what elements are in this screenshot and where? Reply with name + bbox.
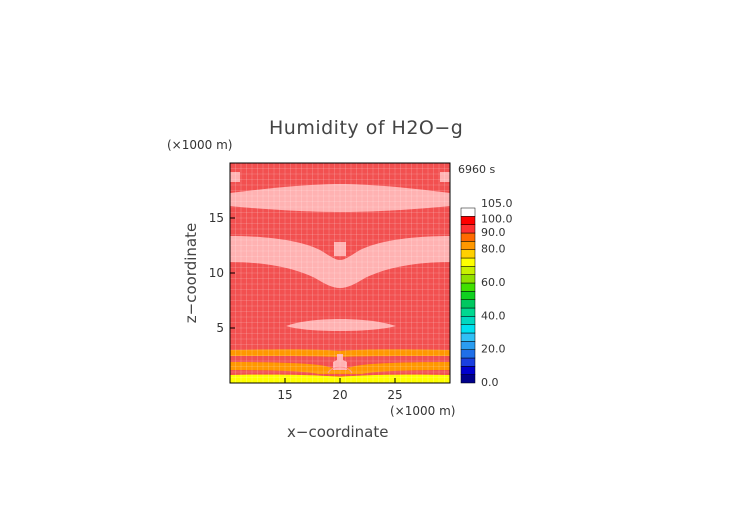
surface-plume bbox=[333, 354, 347, 370]
x-unit-label: (×1000 m) bbox=[390, 404, 455, 418]
colorbar-label: 80.0 bbox=[481, 243, 506, 256]
central-column bbox=[334, 242, 346, 256]
surface-plume-halo bbox=[327, 366, 353, 374]
colorbar-swatch bbox=[460, 357, 476, 367]
colorbar-label: 100.0 bbox=[481, 212, 513, 225]
inner-red-layer bbox=[230, 370, 450, 376]
y-tick-label: 10 bbox=[209, 266, 224, 280]
colorbar-label: 60.0 bbox=[481, 276, 506, 289]
y-axis-ticks: 5 10 15 bbox=[209, 211, 235, 335]
colorbar-swatch bbox=[460, 366, 476, 375]
colorbar-swatch bbox=[460, 374, 476, 384]
colorbar-swatch bbox=[460, 216, 476, 225]
y-tick-label: 5 bbox=[216, 321, 224, 335]
y-axis-label: z−coordinate bbox=[182, 223, 200, 323]
x-axis-label: x−coordinate bbox=[287, 423, 388, 441]
colorbar: 105.0 100.090.0 80.0 60.0 40.0 20.0 0.0 bbox=[460, 197, 513, 389]
x-tick-label: 25 bbox=[387, 388, 402, 402]
colorbar-label: 0.0 bbox=[481, 376, 499, 389]
colorbar-swatch bbox=[460, 274, 476, 284]
mid-humid-layer bbox=[230, 236, 450, 288]
upper-humid-band bbox=[230, 184, 450, 212]
plot-area bbox=[230, 163, 450, 383]
colorbar-swatch bbox=[460, 299, 476, 309]
grid-lines bbox=[230, 163, 450, 383]
colorbar-swatch bbox=[460, 249, 476, 259]
colorbar-swatch bbox=[460, 324, 476, 334]
boundary-layer-orange-1 bbox=[230, 349, 450, 357]
colorbar-labels: 105.0 100.090.0 80.0 60.0 40.0 20.0 0.0 bbox=[481, 197, 513, 389]
colorbar-swatch bbox=[460, 316, 476, 325]
colorbar-swatch bbox=[460, 341, 476, 350]
low-cloud-lens bbox=[286, 319, 396, 331]
y-tick-label: 15 bbox=[209, 211, 224, 225]
colorbar-swatch bbox=[460, 349, 476, 359]
colorbar-swatches bbox=[460, 207, 476, 384]
colorbar-swatch bbox=[460, 224, 476, 234]
colorbar-swatch bbox=[460, 282, 476, 292]
chart-title: Humidity of H2O−g bbox=[269, 117, 463, 139]
colorbar-swatch bbox=[460, 291, 476, 300]
colorbar-swatch bbox=[460, 332, 476, 342]
colorbar-swatch bbox=[460, 232, 476, 242]
y-unit-label: (×1000 m) bbox=[167, 138, 232, 152]
x-tick-label: 15 bbox=[277, 388, 292, 402]
colorbar-swatch bbox=[460, 307, 476, 317]
x-tick-label: 20 bbox=[332, 388, 347, 402]
colorbar-swatch bbox=[460, 241, 476, 250]
colorbar-swatch bbox=[460, 207, 476, 217]
edge-patch-right bbox=[440, 172, 450, 182]
colorbar-swatch bbox=[460, 266, 476, 275]
colorbar-label: 105.0 bbox=[481, 197, 513, 210]
colorbar-label: 20.0 bbox=[481, 343, 506, 356]
colorbar-label: 90.0 bbox=[481, 226, 506, 239]
colorbar-label: 40.0 bbox=[481, 309, 506, 322]
x-axis-ticks: 15 20 25 bbox=[277, 378, 403, 402]
time-label: 6960 s bbox=[458, 163, 495, 176]
edge-patch-left bbox=[230, 172, 240, 182]
colorbar-swatch bbox=[460, 257, 476, 267]
